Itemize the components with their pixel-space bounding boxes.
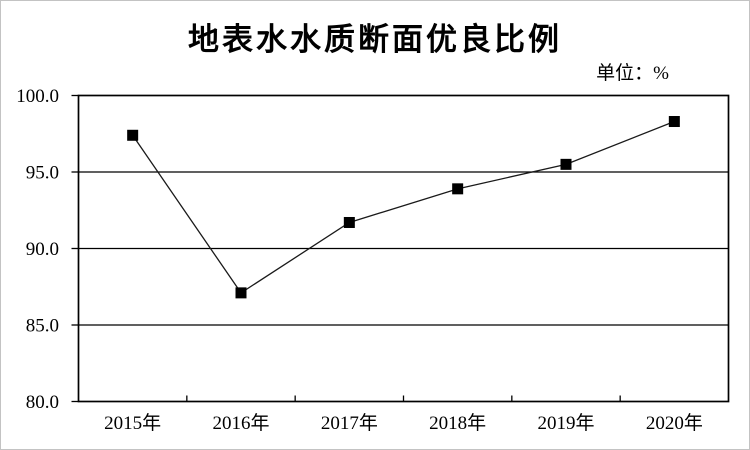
data-point-marker <box>127 129 139 141</box>
data-line <box>132 120 675 294</box>
y-axis-label: 100.0 <box>16 86 59 107</box>
x-axis-label: 2020年 <box>646 412 703 434</box>
y-axis-label: 90.0 <box>26 239 59 260</box>
y-axis-label: 85.0 <box>26 316 59 337</box>
y-axis-label: 80.0 <box>26 392 59 413</box>
data-point-marker <box>560 158 572 170</box>
chart-title: 地表水水质断面优良比例 <box>188 22 562 57</box>
x-axis-label: 2018年 <box>429 412 486 434</box>
x-axis-label: 2015年 <box>104 412 161 434</box>
x-axis-label: 2017年 <box>321 412 378 434</box>
data-point-marker <box>668 116 680 128</box>
x-axis-label: 2019年 <box>537 412 594 434</box>
data-point-marker <box>452 183 464 195</box>
x-axis-label: 2016年 <box>212 412 269 434</box>
unit-label: 单位：% <box>596 63 669 84</box>
y-axis-label: 95.0 <box>26 163 59 184</box>
data-point-marker <box>343 216 355 228</box>
data-point-marker <box>235 287 247 299</box>
